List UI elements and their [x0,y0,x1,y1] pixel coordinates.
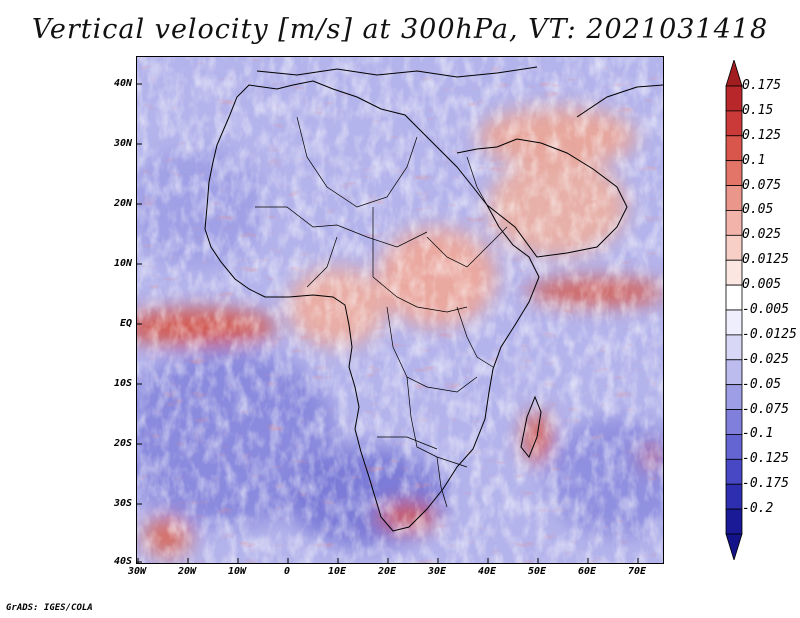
colorbar-bottom-triangle [725,533,743,560]
colorbar-level-label: -0.0125 [742,326,797,342]
lat-tick-label: 10S [113,378,132,389]
lat-tick-label: 30S [113,498,132,509]
colorbar-level-label: 0.075 [742,177,782,193]
colorbar-segment [725,409,743,435]
colorbar-segment [725,210,743,236]
colorbar-segment [725,85,743,112]
colorbar-segment [725,284,743,311]
colorbar-level-label: 0.175 [742,78,782,93]
colorbar-level-label: -0.2 [742,501,774,517]
lat-tick-label: 30N [113,138,132,149]
colorbar-level-label: 0.1 [742,152,766,168]
lon-tick-label: 40E [477,566,497,577]
map-title: Vertical velocity [m/s] at 300hPa, VT: 2… [31,14,769,45]
colorbar-segment [725,185,743,211]
colorbar-segment [725,259,743,286]
colorbar-segment [725,434,743,460]
country-borders [255,116,508,508]
colorbar-segment [725,384,743,410]
colorbar-segment [725,234,743,261]
colorbar-segment [725,359,743,386]
lon-tick-label: 30E [427,566,447,577]
lat-tick-label: 40N [113,78,132,89]
lat-tick-label: EQ [119,318,132,329]
colorbar-top-triangle [725,60,743,87]
lon-tick-label: 10E [327,566,347,577]
colorbar-segment [725,458,743,485]
colorbar-level-label: -0.1 [742,426,774,442]
colorbar-segment [725,508,743,535]
lat-tick-label: 40S [113,556,132,567]
lon-tick-label: 0 [283,566,291,577]
lon-tick-label: 30W [127,566,147,577]
colorbar-level-label: -0.025 [742,351,789,367]
colorbar-segment [725,160,743,186]
lat-tick-label: 20S [113,438,132,449]
colorbar [725,60,743,560]
colorbar-level-label: -0.175 [742,476,789,492]
coastlines [204,66,663,532]
colorbar-level-label: 0.05 [742,202,774,218]
grads-credit: GrADS: IGES/COLA [6,603,93,613]
colorbar-level-label: 0.005 [742,277,782,293]
map-plot-area [136,56,664,564]
colorbar-level-label: -0.075 [742,401,789,417]
colorbar-level-label: 0.0125 [742,252,789,268]
colorbar-level-label: 0.025 [742,227,782,243]
colorbar-level-label: 0.15 [742,102,774,118]
colorbar-level-label: -0.125 [742,451,789,467]
lon-tick-label: 10W [227,566,247,577]
colorbar-segment [725,309,743,336]
lat-tick-label: 20N [113,198,132,209]
colorbar-segment [725,135,743,162]
lon-tick-label: 50E [527,566,547,577]
lon-tick-label: 70E [627,566,647,577]
lon-tick-label: 20E [377,566,397,577]
colorbar-segment [725,334,743,361]
colorbar-segment [725,483,743,510]
lat-tick-label: 10N [113,258,132,269]
lon-tick-label: 20W [177,566,197,577]
colorbar-level-label: 0.125 [742,127,782,143]
lon-tick-label: 60E [577,566,597,577]
frame-ticks [137,83,639,563]
colorbar-level-label: -0.005 [742,302,789,317]
colorbar-level-label: -0.05 [742,376,782,392]
vertical-velocity-field [137,57,663,563]
colorbar-segment [725,110,743,137]
